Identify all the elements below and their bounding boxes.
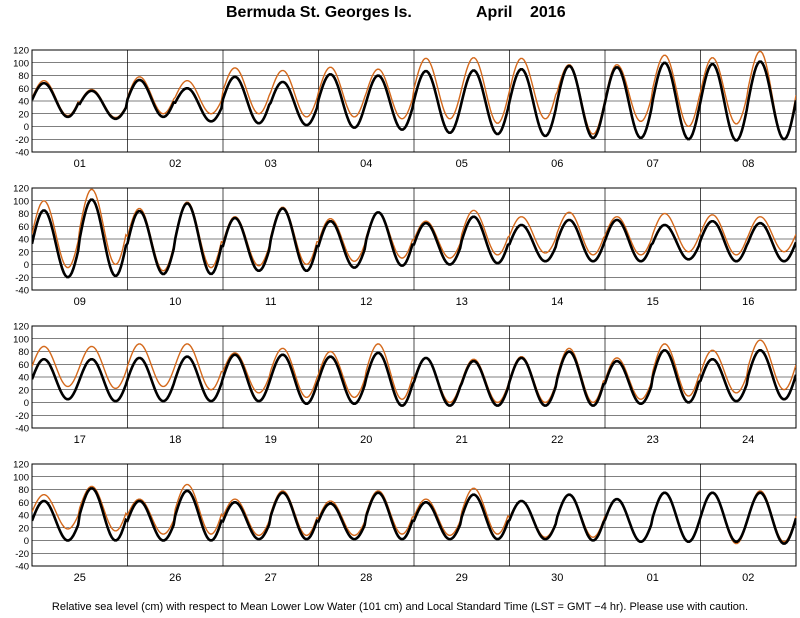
day-label: 08 (742, 158, 754, 170)
day-label: 02 (742, 572, 754, 584)
day-label: 28 (360, 572, 372, 584)
y-tick-label: 80 (18, 347, 29, 358)
y-tick-label: 60 (18, 360, 29, 371)
day-label: 17 (74, 434, 86, 446)
day-label: 04 (360, 158, 372, 170)
y-tick-label: 0 (24, 536, 29, 547)
day-label: 25 (74, 572, 86, 584)
y-tick-label: 120 (13, 322, 29, 333)
day-label: 22 (551, 434, 563, 446)
station-title: Bermuda St. Georges Is. (226, 4, 412, 21)
day-label: 03 (265, 158, 277, 170)
y-tick-label: 120 (13, 46, 29, 57)
day-label: 27 (265, 572, 277, 584)
day-label: 19 (265, 434, 277, 446)
day-label: 24 (742, 434, 754, 446)
y-tick-label: 60 (18, 498, 29, 509)
day-label: 16 (742, 296, 754, 308)
y-tick-label: 80 (18, 485, 29, 496)
y-tick-label: 120 (13, 460, 29, 471)
y-tick-label: 40 (18, 373, 29, 384)
day-label: 23 (647, 434, 659, 446)
y-tick-label: 60 (18, 222, 29, 233)
y-tick-label: -20 (15, 411, 29, 422)
y-tick-label: 20 (18, 523, 29, 534)
day-label: 06 (551, 158, 563, 170)
y-tick-label: 20 (18, 109, 29, 120)
y-tick-label: 80 (18, 209, 29, 220)
y-tick-label: -40 (15, 286, 29, 297)
y-tick-label: 0 (24, 260, 29, 271)
day-label: 14 (551, 296, 563, 308)
predicted-series-line (32, 60, 796, 142)
y-tick-label: 100 (13, 58, 29, 69)
day-label: 07 (647, 158, 659, 170)
y-tick-label: 20 (18, 385, 29, 396)
year-title: 2016 (530, 4, 566, 21)
day-label: 18 (169, 434, 181, 446)
day-label: 10 (169, 296, 181, 308)
day-label: 26 (169, 572, 181, 584)
day-label: 13 (456, 296, 468, 308)
predicted-series-line (32, 349, 796, 407)
day-label: 02 (169, 158, 181, 170)
panel-frame (31, 463, 797, 567)
day-label: 21 (456, 434, 468, 446)
y-tick-label: 40 (18, 97, 29, 108)
day-label: 20 (360, 434, 372, 446)
day-label: 01 (74, 158, 86, 170)
y-tick-label: 100 (13, 472, 29, 483)
y-tick-label: 40 (18, 235, 29, 246)
y-tick-label: 20 (18, 247, 29, 258)
observed-series-line (32, 50, 796, 140)
month-title: April (476, 4, 513, 21)
y-tick-label: 40 (18, 511, 29, 522)
day-label: 09 (74, 296, 86, 308)
y-tick-label: -40 (15, 424, 29, 435)
y-tick-label: -40 (15, 562, 29, 573)
footer-note: Relative sea level (cm) with respect to … (51, 601, 749, 613)
day-label: 12 (360, 296, 372, 308)
y-tick-label: 120 (13, 184, 29, 195)
predicted-series-line (32, 198, 796, 279)
y-tick-label: -40 (15, 148, 29, 159)
y-tick-label: -20 (15, 549, 29, 560)
y-tick-label: -20 (15, 273, 29, 284)
y-tick-label: 100 (13, 334, 29, 345)
y-tick-label: 80 (18, 71, 29, 82)
predicted-series-line (32, 487, 796, 545)
y-tick-label: 0 (24, 398, 29, 409)
day-label: 01 (647, 572, 659, 584)
day-label: 29 (456, 572, 468, 584)
y-tick-label: 60 (18, 84, 29, 95)
day-label: 05 (456, 158, 468, 170)
day-label: 11 (265, 296, 276, 308)
y-tick-label: 0 (24, 122, 29, 133)
day-label: 15 (647, 296, 659, 308)
y-tick-label: 100 (13, 196, 29, 207)
day-label: 30 (551, 572, 563, 584)
y-tick-label: -20 (15, 135, 29, 146)
